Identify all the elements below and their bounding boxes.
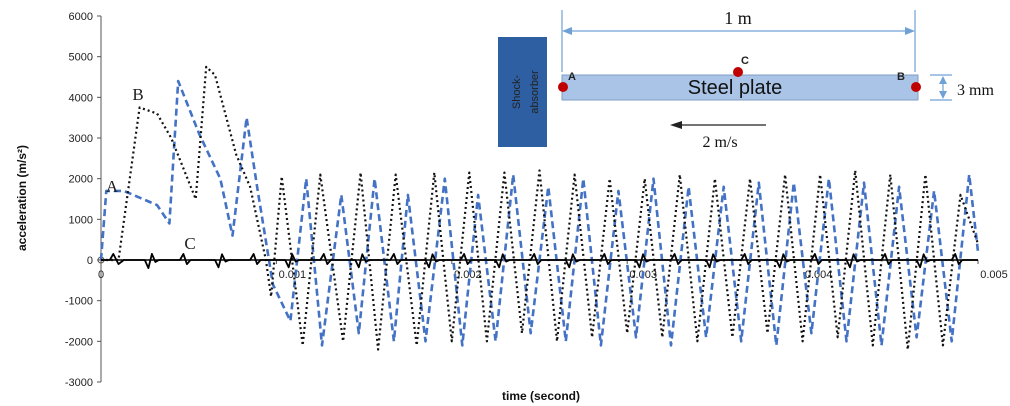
labels-layer: A B C bbox=[106, 85, 196, 253]
point-a-label: A bbox=[568, 71, 576, 83]
point-a-marker bbox=[558, 82, 568, 92]
curve-label-b: B bbox=[132, 85, 143, 104]
shock-absorber-label-line2: absorber bbox=[529, 70, 541, 114]
y-tick-label: 4000 bbox=[69, 92, 93, 104]
x-tick-label: 0.005 bbox=[980, 269, 1008, 281]
y-tick-label: -3000 bbox=[65, 377, 93, 389]
x-tick-label: 0.004 bbox=[805, 269, 833, 281]
thickness-arrow-down-icon bbox=[939, 91, 947, 99]
y-tick-label: 5000 bbox=[69, 52, 93, 64]
point-b-label: B bbox=[897, 71, 905, 83]
series-line-b bbox=[101, 65, 980, 351]
curve-label-c: C bbox=[184, 234, 195, 253]
shock-absorber-label-line1: Shock- bbox=[511, 75, 523, 110]
point-c-marker bbox=[733, 67, 743, 77]
steel-plate-label: Steel plate bbox=[688, 77, 783, 99]
y-tick-label: 2000 bbox=[69, 174, 93, 186]
setup-schematic: Shock- absorber Steel plate 1 m 3 mm 2 m… bbox=[498, 8, 994, 151]
y-tick-label: 6000 bbox=[69, 11, 93, 23]
length-arrow-right-icon bbox=[905, 27, 915, 35]
thickness-arrow-up-icon bbox=[939, 76, 947, 84]
shock-absorber-block bbox=[498, 37, 547, 147]
length-label: 1 m bbox=[724, 8, 752, 28]
series-line-c bbox=[101, 253, 978, 269]
y-tick-label: 3000 bbox=[69, 133, 93, 145]
curve-label-a: A bbox=[106, 177, 119, 196]
x-tick-label: 0.001 bbox=[279, 269, 307, 281]
y-tick-label: -1000 bbox=[65, 296, 93, 308]
length-arrow-left-icon bbox=[562, 27, 572, 35]
point-b-marker bbox=[911, 82, 921, 92]
y-tick-label: -2000 bbox=[65, 336, 93, 348]
x-tick-label: 0 bbox=[98, 269, 104, 281]
series-line-a bbox=[99, 79, 980, 347]
point-c-label: C bbox=[741, 55, 749, 67]
y-tick-label: 0 bbox=[87, 255, 93, 267]
series-layer bbox=[99, 65, 980, 351]
x-axis-title: time (second) bbox=[502, 389, 580, 403]
y-axis-title: acceleration (m/s²) bbox=[15, 145, 29, 251]
thickness-label: 3 mm bbox=[957, 82, 994, 99]
x-tick-label: 0.002 bbox=[454, 269, 482, 281]
velocity-label: 2 m/s bbox=[702, 134, 737, 151]
y-tick-label: 1000 bbox=[69, 214, 93, 226]
velocity-arrow-icon bbox=[670, 121, 682, 129]
